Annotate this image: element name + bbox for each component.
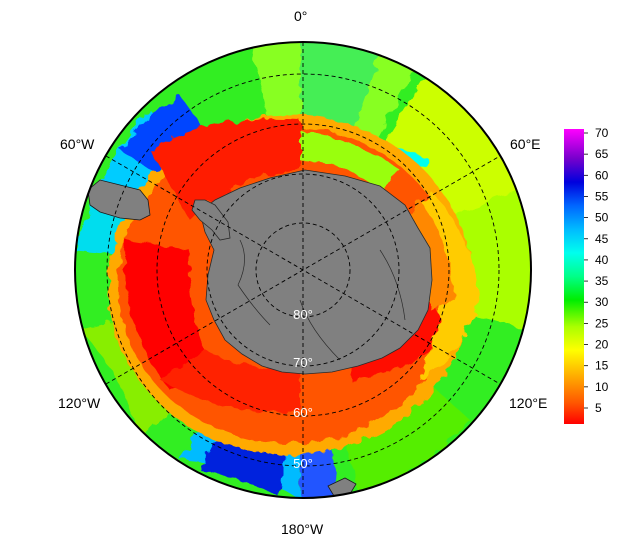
- colorbar-tick-label: 40: [595, 253, 609, 267]
- coastline-detail: [237, 239, 406, 361]
- lat-label-70: 70°: [293, 355, 313, 370]
- colorbar-tick-label: 30: [595, 295, 609, 309]
- lon-label-180w: 180°W: [281, 521, 324, 537]
- colorbar-tick-label: 60: [595, 168, 609, 182]
- antarctica-landmass: [199, 169, 433, 375]
- lat-label-80: 80°: [293, 307, 313, 322]
- south-america-tip: [87, 179, 151, 221]
- colorbar-tick-label: 50: [595, 211, 609, 225]
- colorbar-tick-label: 35: [595, 274, 609, 288]
- lon-label-120e: 120°E: [509, 395, 548, 411]
- lat-label-50: 50°: [293, 456, 313, 471]
- colorbar-tick-label: 15: [595, 359, 609, 373]
- lat-label-60: 60°: [293, 405, 313, 420]
- lon-label-60e: 60°E: [510, 136, 541, 152]
- new-zealand-tip: [327, 477, 357, 497]
- colorbar-ticks: 70 65 60 55 50 45 40 35 30 25 20 15 10 5: [584, 126, 609, 415]
- lon-label-120w: 120°W: [58, 395, 101, 411]
- graticule: [105, 42, 501, 498]
- colorbar-tick-label: 10: [595, 380, 609, 394]
- colorbar-tick-label: 55: [595, 189, 609, 203]
- colorbar-tick-label: 65: [595, 147, 609, 161]
- sst-field: [75, 42, 531, 498]
- colorbar: 70 65 60 55 50 45 40 35 30 25 20 15 10 5: [564, 126, 609, 424]
- colorbar-tick-label: 70: [595, 126, 609, 140]
- colorbar-gradient: [564, 129, 584, 424]
- lon-label-60w: 60°W: [60, 136, 95, 152]
- lon-label-0: 0°: [294, 8, 308, 24]
- colorbar-tick-label: 5: [595, 401, 602, 415]
- colorbar-tick-label: 20: [595, 338, 609, 352]
- antarctic-peninsula: [191, 199, 231, 241]
- colorbar-tick-label: 45: [595, 232, 609, 246]
- colorbar-tick-label: 25: [595, 316, 609, 330]
- map-boundary: [74, 41, 532, 499]
